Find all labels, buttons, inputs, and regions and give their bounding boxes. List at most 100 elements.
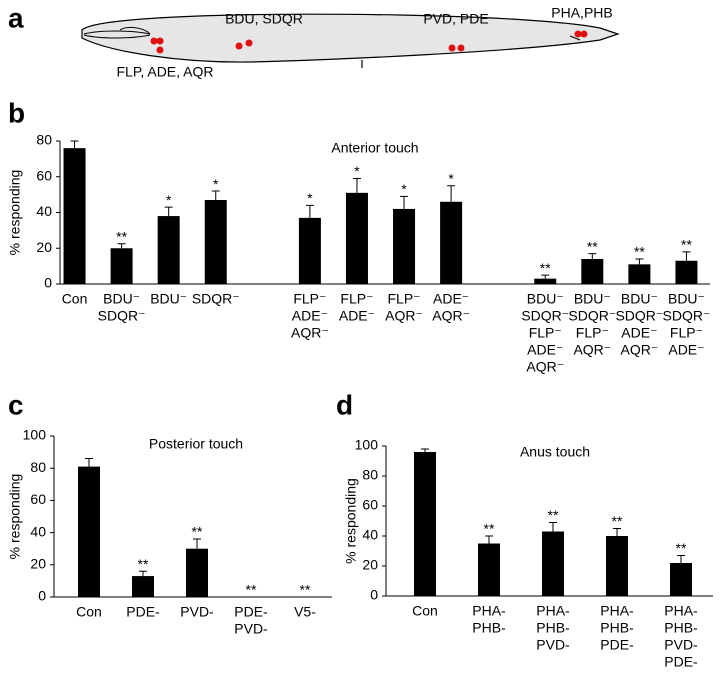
x-tick-label: PDE-	[664, 654, 698, 670]
error-bar	[613, 528, 621, 536]
bar	[393, 208, 416, 284]
worm: BDU, SDQR PVD, PDE PHA,PHB FLP, ADE, AQR	[81, 5, 620, 80]
x-tick-label: SDQR⁻	[615, 308, 663, 324]
error-bar	[682, 251, 691, 261]
significance: *	[166, 192, 172, 208]
x-tick-label: PDE-	[234, 604, 268, 620]
error-bar	[635, 258, 644, 265]
x-tick-label: PHA-	[664, 603, 698, 619]
error-bar	[549, 522, 557, 532]
y-tick-label: 20	[362, 557, 378, 573]
significance: *	[307, 190, 313, 206]
y-tick-label: 80	[30, 459, 46, 475]
significance: **	[192, 524, 203, 540]
y-tick-label: 60	[30, 491, 46, 507]
x-tick-label: BDU⁻	[527, 291, 564, 307]
x-tick-label: AQR⁻	[432, 308, 470, 324]
y-axis-label: % responding	[7, 474, 23, 560]
x-tick-label: PHA-	[600, 603, 634, 619]
error-bar	[421, 448, 429, 452]
bar	[186, 548, 208, 597]
x-tick-label: FLP⁻	[293, 291, 326, 307]
panel-label: d	[336, 389, 353, 420]
error-bar	[211, 190, 220, 200]
y-tick-label: 40	[362, 527, 378, 543]
error-bar	[70, 140, 79, 149]
x-tick-label: PDE-	[600, 637, 634, 653]
error-bar	[85, 458, 93, 467]
y-tick-label: 0	[38, 588, 46, 604]
y-tick-label: 80	[362, 467, 378, 483]
x-tick-label: PHA-	[536, 603, 570, 619]
error-bar	[117, 243, 126, 249]
bar	[581, 258, 604, 284]
x-tick-label: AQR⁻	[291, 325, 329, 341]
panel-label: c	[8, 389, 24, 420]
significance: **	[612, 513, 623, 529]
error-bar	[139, 570, 147, 577]
x-tick-label: FLP⁻	[576, 325, 609, 341]
x-tick-label: PVD-	[180, 604, 214, 620]
x-tick-label: AQR⁻	[385, 308, 423, 324]
panel-label: b	[8, 97, 25, 128]
bar	[670, 563, 692, 596]
x-tick-label: BDU⁻	[668, 291, 705, 307]
significance: **	[116, 228, 127, 244]
x-tick-label: Con	[62, 291, 88, 307]
x-tick-label: ADE⁻	[527, 342, 563, 358]
x-tick-label: SDQR⁻	[568, 308, 616, 324]
significance: *	[401, 181, 407, 197]
significance: **	[676, 540, 687, 556]
error-bar	[400, 195, 409, 209]
x-tick-label: FLP⁻	[670, 325, 703, 341]
bar	[110, 248, 133, 284]
bar	[606, 536, 628, 596]
x-tick-label: PVD-	[234, 621, 268, 637]
x-tick-label: BDU⁻	[574, 291, 611, 307]
diagram-label: BDU, SDQR	[225, 11, 303, 27]
y-tick-label: 100	[23, 427, 47, 443]
x-tick-label: PHB-	[664, 620, 698, 636]
diagram-label: PVD, PDE	[423, 11, 488, 27]
x-tick-label: PDE-	[126, 604, 160, 620]
bar	[414, 452, 436, 596]
x-tick-label: SDQR⁻	[663, 308, 711, 324]
bar	[132, 576, 154, 597]
x-tick-label: BDU⁻	[103, 291, 140, 307]
x-tick-label: FLP⁻	[529, 325, 562, 341]
significance: *	[213, 176, 219, 192]
y-tick-label: 20	[30, 556, 46, 572]
error-bar	[193, 538, 201, 549]
significance: **	[484, 521, 495, 537]
x-tick-label: PVD-	[664, 637, 698, 653]
bar	[63, 148, 86, 284]
error-bar	[305, 204, 314, 218]
significance: **	[634, 244, 645, 260]
y-tick-label: 60	[362, 497, 378, 513]
x-tick-label: PHB-	[536, 620, 570, 636]
bar	[675, 260, 698, 284]
significance: **	[548, 507, 559, 523]
x-tick-label: PHA-	[472, 603, 506, 619]
significance: *	[448, 170, 454, 186]
y-tick-label: 20	[36, 239, 52, 255]
bar	[157, 216, 180, 284]
bar	[78, 466, 100, 597]
y-tick-label: 0	[370, 587, 378, 603]
bar	[534, 278, 557, 284]
bar	[542, 531, 564, 596]
significance: *	[354, 163, 360, 179]
bar	[478, 543, 500, 596]
x-tick-label: Con	[412, 603, 438, 619]
chart-title: Posterior touch	[149, 436, 243, 452]
y-tick-label: 60	[36, 167, 52, 183]
significance: **	[300, 582, 311, 598]
x-tick-label: ADE⁻	[668, 342, 704, 358]
panel-label: a	[8, 2, 24, 33]
error-bar	[352, 178, 361, 193]
x-tick-label: PHB-	[472, 620, 506, 636]
y-tick-label: 0	[44, 275, 52, 291]
x-tick-label: PHB-	[600, 620, 634, 636]
x-tick-label: Con	[76, 604, 102, 620]
